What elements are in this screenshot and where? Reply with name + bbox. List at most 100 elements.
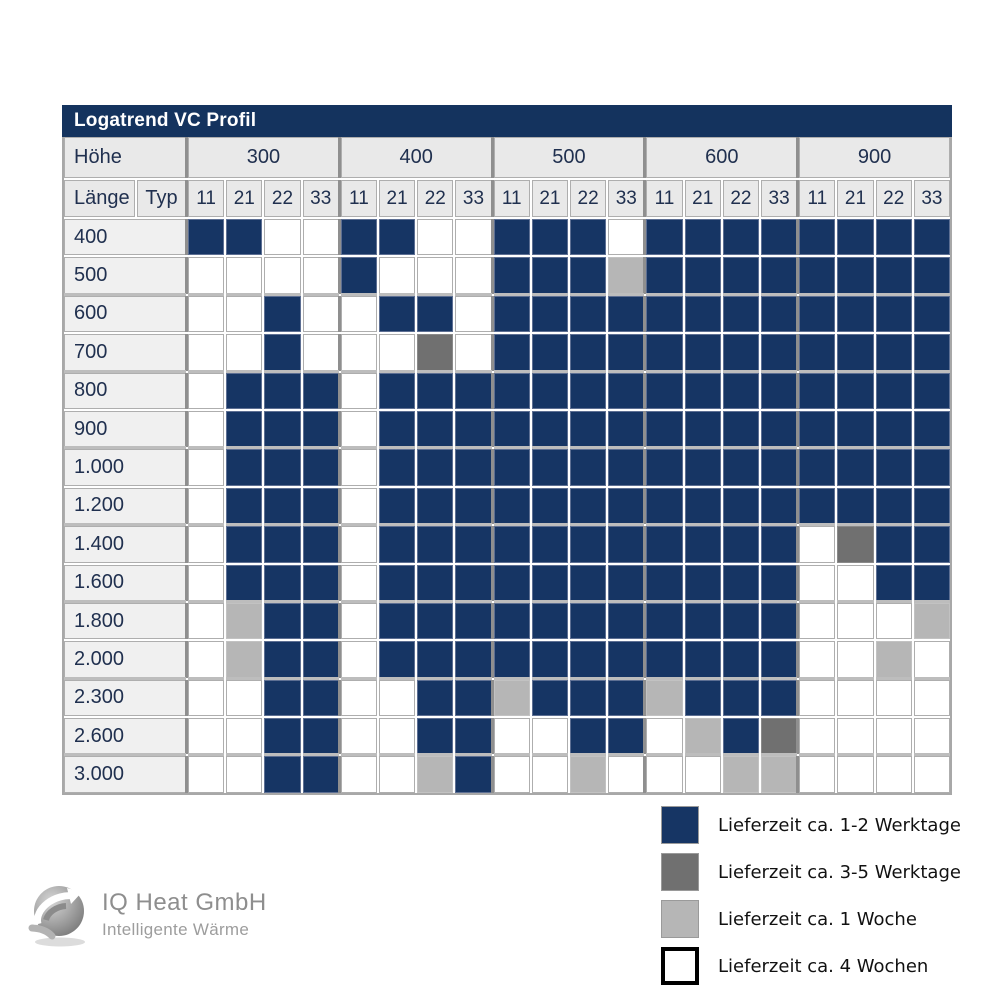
row-label-900: 900	[64, 410, 186, 448]
cell-h500-t11-l500	[493, 257, 530, 294]
cell-h900-t11-l400	[799, 219, 836, 256]
cell-h400-t22-l1.000	[417, 449, 454, 486]
cell-h400-t22-l2.600	[417, 718, 454, 755]
cell-h500-t11-l800	[493, 372, 530, 409]
cell-h500-t33-l400	[608, 219, 645, 256]
cell-h600-t21-l900	[684, 410, 721, 448]
cell-h600-t22-l800	[722, 372, 759, 409]
cell-h600-t21-l1.800	[684, 602, 721, 640]
cell-h300-t22-l3.000	[264, 756, 301, 793]
cell-h500-t33-l2.000	[608, 641, 645, 678]
cell-h600-t21-l3.000	[684, 756, 721, 793]
cell-h500-t11-l1.200	[493, 487, 530, 525]
cell-h400-t33-l500	[455, 257, 492, 294]
cell-h300-t21-l700	[226, 334, 263, 371]
logo-tagline: Intelligente Wärme	[102, 919, 250, 939]
cell-h900-t33-l1.800	[913, 602, 950, 640]
cell-h300-t21-l1.400	[226, 526, 263, 563]
cell-h300-t11-l1.600	[188, 564, 225, 601]
type-header-300-11: 11	[188, 180, 225, 217]
cell-h600-t22-l1.800	[722, 602, 759, 640]
cell-h300-t11-l400	[188, 219, 225, 256]
cell-h600-t11-l900	[646, 410, 683, 448]
cell-h900-t33-l2.300	[913, 679, 950, 717]
cell-h500-t21-l1.400	[531, 526, 568, 563]
cell-h400-t22-l3.000	[417, 756, 454, 793]
cell-h300-t22-l800	[264, 372, 301, 409]
cell-h900-t11-l2.600	[799, 718, 836, 755]
cell-h900-t33-l800	[913, 372, 950, 409]
cell-h600-t22-l2.000	[722, 641, 759, 678]
cell-h600-t21-l1.600	[684, 564, 721, 601]
cell-h900-t33-l400	[913, 219, 950, 256]
cell-h400-t33-l900	[455, 410, 492, 448]
cell-h900-t21-l1.600	[837, 564, 874, 601]
cell-h600-t33-l1.600	[761, 564, 798, 601]
cell-h300-t11-l1.800	[188, 602, 225, 640]
cell-h400-t21-l400	[379, 219, 416, 256]
cell-h400-t11-l600	[340, 295, 377, 333]
cell-h500-t11-l900	[493, 410, 530, 448]
cell-h900-t21-l400	[837, 219, 874, 256]
cell-h500-t21-l2.600	[531, 718, 568, 755]
row-label-2.600: 2.600	[64, 718, 186, 755]
legend-swatch-code-3	[661, 900, 699, 938]
cell-h500-t33-l1.200	[608, 487, 645, 525]
cell-h600-t11-l2.600	[646, 718, 683, 755]
cell-h600-t22-l1.000	[722, 449, 759, 486]
cell-h400-t11-l1.800	[340, 602, 377, 640]
cell-h500-t11-l2.300	[493, 679, 530, 717]
cell-h600-t11-l400	[646, 219, 683, 256]
cell-h300-t11-l900	[188, 410, 225, 448]
cell-h600-t11-l1.400	[646, 526, 683, 563]
cell-h400-t21-l1.800	[379, 602, 416, 640]
height-group-900: 900	[799, 137, 950, 178]
cell-h300-t22-l500	[264, 257, 301, 294]
cell-h900-t22-l1.200	[875, 487, 912, 525]
cell-h500-t11-l2.600	[493, 718, 530, 755]
cell-h500-t21-l500	[531, 257, 568, 294]
cell-h300-t22-l600	[264, 295, 301, 333]
cell-h300-t33-l1.200	[302, 487, 339, 525]
cell-h600-t21-l500	[684, 257, 721, 294]
cell-h300-t21-l2.600	[226, 718, 263, 755]
cell-h400-t11-l2.000	[340, 641, 377, 678]
cell-h400-t33-l800	[455, 372, 492, 409]
cell-h500-t33-l500	[608, 257, 645, 294]
cell-h900-t33-l700	[913, 334, 950, 371]
cell-h300-t22-l1.600	[264, 564, 301, 601]
cell-h400-t11-l700	[340, 334, 377, 371]
cell-h500-t21-l400	[531, 219, 568, 256]
cell-h600-t11-l700	[646, 334, 683, 371]
cell-h400-t33-l1.400	[455, 526, 492, 563]
cell-h300-t33-l600	[302, 295, 339, 333]
cell-h900-t22-l1.400	[875, 526, 912, 563]
cell-h900-t22-l2.600	[875, 718, 912, 755]
cell-h600-t22-l600	[722, 295, 759, 333]
cell-h400-t11-l800	[340, 372, 377, 409]
cell-h900-t21-l800	[837, 372, 874, 409]
cell-h600-t22-l2.300	[722, 679, 759, 717]
cell-h900-t33-l1.600	[913, 564, 950, 601]
legend-label: Lieferzeit ca. 1 Woche	[718, 908, 917, 930]
cell-h900-t22-l1.800	[875, 602, 912, 640]
cell-h600-t11-l500	[646, 257, 683, 294]
type-header-500-21: 21	[531, 180, 568, 217]
cell-h500-t22-l2.600	[570, 718, 607, 755]
cell-h500-t21-l900	[531, 410, 568, 448]
cell-h600-t33-l1.200	[761, 487, 798, 525]
cell-h500-t21-l700	[531, 334, 568, 371]
cell-h900-t22-l1.000	[875, 449, 912, 486]
cell-h600-t33-l1.000	[761, 449, 798, 486]
cell-h300-t21-l600	[226, 295, 263, 333]
cell-h400-t33-l2.000	[455, 641, 492, 678]
cell-h900-t22-l900	[875, 410, 912, 448]
cell-h900-t11-l2.000	[799, 641, 836, 678]
cell-h600-t11-l1.200	[646, 487, 683, 525]
cell-h300-t22-l900	[264, 410, 301, 448]
cell-h500-t21-l2.300	[531, 679, 568, 717]
cell-h600-t22-l3.000	[722, 756, 759, 793]
cell-h600-t11-l1.000	[646, 449, 683, 486]
cell-h900-t33-l1.000	[913, 449, 950, 486]
cell-h600-t33-l1.400	[761, 526, 798, 563]
